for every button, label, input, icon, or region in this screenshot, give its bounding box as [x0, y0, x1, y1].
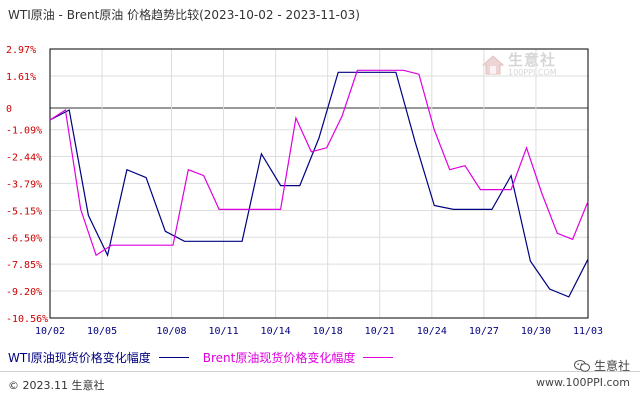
footer-brand-name: 生意社: [593, 359, 630, 373]
legend: WTI原油现货价格变化幅度 Brent原油现货价格变化幅度: [8, 349, 407, 366]
series-line-brent: [49, 69, 589, 257]
x-tick-labels: 10/02 10/05 10/08 10/11 10/14 10/18 10/21 10/24…: [35, 326, 603, 337]
footer-divider: [0, 371, 640, 372]
y-tick-label: 1.61%: [6, 72, 36, 83]
y-tick-label: -3.79%: [6, 179, 42, 190]
y-tick-label: 0: [6, 104, 12, 115]
y-tick-labels: 2.97% 1.61% 0 -1.09% -2.44% -3.79% -5.15% -6.50…: [6, 45, 48, 325]
x-tick-label: 10/05: [87, 326, 117, 337]
watermark-logo: 生意社 100PPI.COM: [482, 53, 557, 77]
footer-url: www.100PPI.com: [536, 376, 630, 389]
series-lines: [49, 69, 589, 298]
y-tick-label: -5.15%: [6, 206, 42, 217]
footer-brand: 生意社 www.100PPI.com: [536, 357, 630, 389]
x-tick-label: 11/03: [573, 326, 603, 337]
legend-line-brent: [363, 357, 394, 358]
y-tick-label: -9.20%: [6, 287, 42, 298]
x-tick-label: 10/14: [261, 326, 291, 337]
legend-label-wti: WTI原油现货价格变化幅度: [8, 351, 151, 365]
x-tick-label: 10/21: [365, 326, 395, 337]
watermark-url: 100PPI.COM: [508, 68, 557, 77]
chart-axes: [49, 48, 589, 319]
plot-frame: [49, 48, 589, 319]
x-tick-label: 10/08: [156, 326, 186, 337]
copyright: © 2023.11 生意社: [8, 379, 105, 392]
y-tick-label: 2.97%: [6, 45, 36, 56]
y-tick-label: -10.56%: [6, 314, 48, 325]
x-tick-label: 10/18: [313, 326, 343, 337]
legend-item-wti: WTI原油现货价格变化幅度: [8, 349, 189, 366]
y-tick-label: -6.50%: [6, 233, 42, 244]
legend-label-brent: Brent原油现货价格变化幅度: [202, 351, 356, 365]
chart-title: WTI原油 - Brent原油 价格趋势比较(2023-10-02 - 2023…: [8, 8, 360, 22]
wechat-icon: [573, 359, 590, 372]
x-tick-label: 10/11: [208, 326, 238, 337]
x-tick-label: 10/24: [417, 326, 447, 337]
y-tick-label: -1.09%: [6, 126, 42, 137]
x-tick-label: 10/30: [521, 326, 551, 337]
x-tick-label: 10/02: [35, 326, 65, 337]
series-line-wti: [49, 71, 589, 298]
watermark-name: 生意社: [508, 51, 557, 69]
legend-item-brent: Brent原油现货价格变化幅度: [203, 349, 394, 366]
x-tick-label: 10/27: [469, 326, 499, 337]
y-tick-label: -2.44%: [6, 153, 42, 164]
legend-line-wti: [158, 357, 189, 358]
y-tick-label: -7.85%: [6, 260, 42, 271]
